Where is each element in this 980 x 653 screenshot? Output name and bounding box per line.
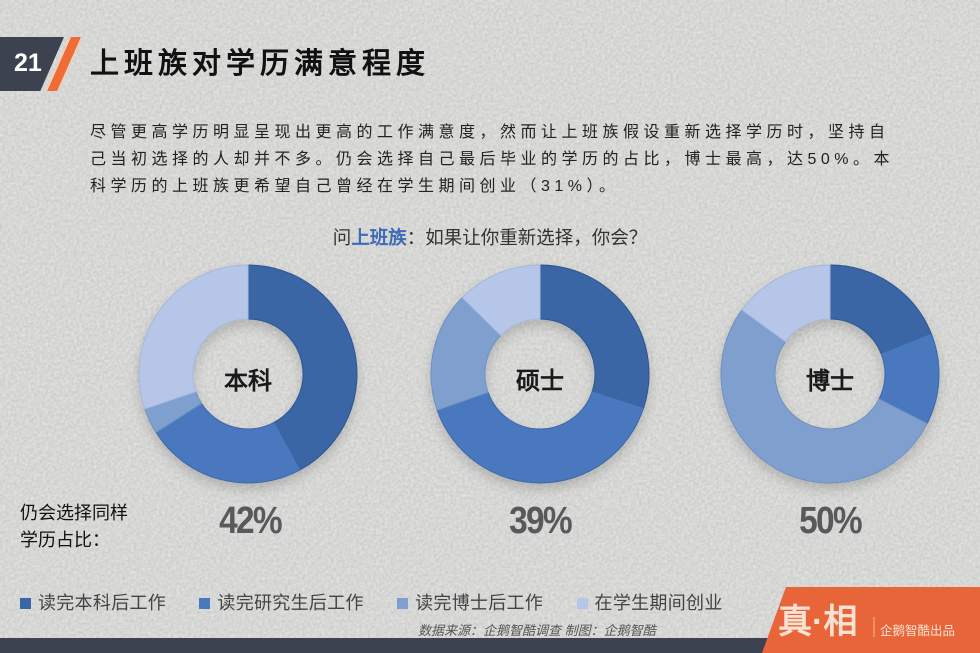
svg-text:企鹅智酷出品: 企鹅智酷出品 [880, 623, 955, 638]
svg-text:真·相: 真·相 [778, 603, 857, 641]
